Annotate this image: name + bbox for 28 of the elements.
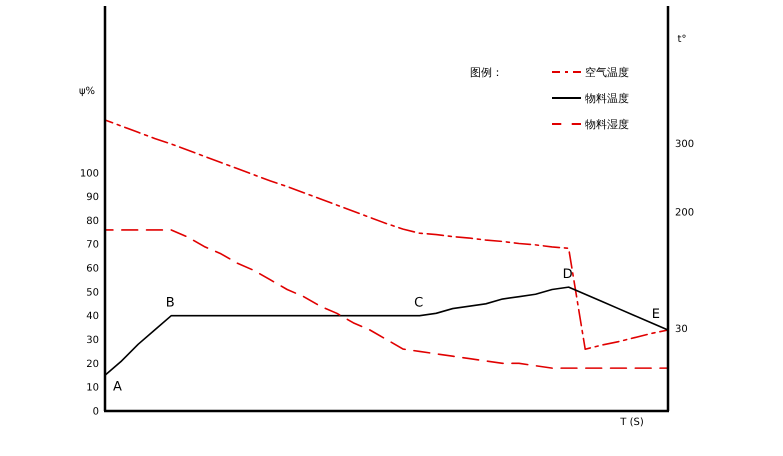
data-label: C bbox=[414, 296, 424, 311]
legend-label: 空气温度 bbox=[585, 66, 629, 79]
y-tick-label: 30 bbox=[86, 335, 99, 346]
y-tick-label: 70 bbox=[86, 240, 99, 251]
y2-tick-label: 200 bbox=[675, 207, 694, 218]
data-label: D bbox=[562, 267, 573, 282]
line-series bbox=[104, 119, 669, 350]
y-tick-label: 20 bbox=[86, 358, 99, 370]
y2-axis-title: t° bbox=[678, 34, 686, 45]
y-tick-label: 80 bbox=[86, 216, 99, 227]
y2-tick-label: 30 bbox=[675, 324, 688, 336]
y2-tick-label: 300 bbox=[675, 138, 694, 150]
x-axis-title: T (S) bbox=[619, 417, 644, 428]
data-label: A bbox=[113, 379, 122, 394]
legend-title: 图例： bbox=[470, 66, 503, 79]
y-tick-label: 50 bbox=[86, 287, 99, 298]
line-series bbox=[104, 229, 669, 369]
y-tick-label: 10 bbox=[86, 382, 99, 394]
legend-label: 物料温度 bbox=[585, 92, 629, 105]
y-tick-label: 100 bbox=[80, 168, 99, 180]
data-label: B bbox=[166, 296, 175, 311]
y-tick-label: 0 bbox=[92, 406, 99, 418]
y-tick-label: 90 bbox=[86, 192, 99, 204]
y-axis-title: ψ% bbox=[78, 86, 96, 97]
data-label: E bbox=[652, 307, 660, 322]
y-tick-label: 60 bbox=[86, 264, 99, 275]
legend-label: 物料湿度 bbox=[585, 118, 629, 131]
y-tick-label: 40 bbox=[86, 311, 99, 322]
